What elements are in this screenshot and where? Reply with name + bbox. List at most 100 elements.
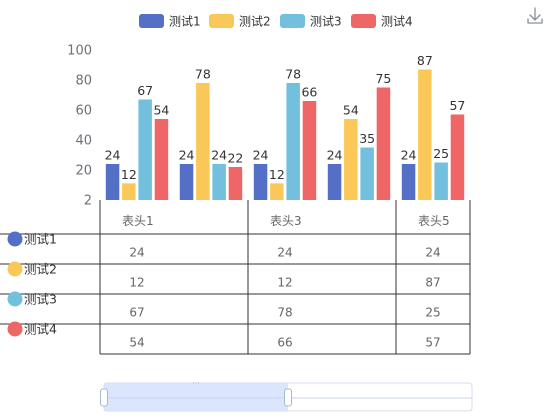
table-header: 表头1 xyxy=(122,214,154,228)
bar-value-label: 24 xyxy=(401,148,417,163)
table-cell: 24 xyxy=(129,246,144,260)
bar xyxy=(196,83,210,200)
bar xyxy=(105,164,120,200)
bar xyxy=(179,164,194,200)
y-tick-label: 2 xyxy=(84,194,92,209)
table-header: 表头3 xyxy=(270,214,302,228)
bar-value-label: 78 xyxy=(285,67,301,82)
table-cell: 66 xyxy=(277,336,292,350)
bar xyxy=(327,164,342,200)
row-marker xyxy=(7,261,23,277)
table-cell: 24 xyxy=(425,246,440,260)
bar-value-label: 24 xyxy=(105,148,121,163)
legend[interactable]: 测试1 测试2 测试3 测试4 xyxy=(139,14,413,29)
legend-label: 测试4 xyxy=(381,14,413,29)
bar xyxy=(450,114,465,200)
bar xyxy=(302,101,317,200)
bar xyxy=(344,119,358,200)
bar-value-label: 22 xyxy=(227,151,243,166)
data-zoom-slider[interactable]: ... xyxy=(100,377,473,412)
bar-value-label: 54 xyxy=(343,103,359,118)
table-cell: 57 xyxy=(425,336,440,350)
row-label: 测试2 xyxy=(24,262,57,277)
bar xyxy=(212,164,226,200)
table-cell: 24 xyxy=(277,246,292,260)
legend-item[interactable]: 测试2 xyxy=(209,14,271,29)
y-tick-label: 60 xyxy=(75,104,92,119)
bar-value-label: 54 xyxy=(153,103,169,118)
y-tick-label: 100 xyxy=(67,44,92,59)
bar-value-label: 24 xyxy=(179,148,195,163)
y-tick-label: 20 xyxy=(75,164,92,179)
table-cell: 12 xyxy=(129,276,144,290)
row-label: 测试3 xyxy=(24,292,57,307)
bar-value-label: 66 xyxy=(301,85,317,100)
legend-swatch xyxy=(351,14,376,28)
slider-move-handle[interactable]: ... xyxy=(192,377,200,386)
slider-window[interactable] xyxy=(104,383,288,411)
table-cell: 78 xyxy=(277,306,292,320)
table-header: 表头5 xyxy=(418,214,450,228)
y-tick-label: 80 xyxy=(75,74,92,89)
bar xyxy=(360,147,374,200)
download-icon[interactable] xyxy=(527,7,543,24)
bar xyxy=(253,164,268,200)
row-label: 测试1 xyxy=(24,232,57,247)
legend-swatch xyxy=(139,14,164,28)
bar-group: 24 87 25 57 xyxy=(401,53,465,200)
bar xyxy=(418,69,432,200)
bar-value-label: 87 xyxy=(417,53,433,68)
table-cell: 25 xyxy=(425,306,440,320)
table-row: 测试1 24 24 24 xyxy=(7,231,441,260)
legend-item[interactable]: 测试3 xyxy=(280,14,342,29)
bar xyxy=(286,83,300,200)
bar-value-label: 67 xyxy=(137,83,153,98)
slider-handle[interactable] xyxy=(100,388,108,407)
bar-value-label: 75 xyxy=(375,71,391,86)
y-tick-label: 40 xyxy=(75,134,92,149)
bar-value-label: 24 xyxy=(327,148,343,163)
bar-value-label: 78 xyxy=(195,67,211,82)
bar-value-label: 24 xyxy=(253,148,269,163)
bar-value-label: 12 xyxy=(121,167,137,182)
table-cell: 67 xyxy=(129,306,144,320)
table-row: 测试3 67 78 25 xyxy=(7,291,441,320)
table-row: 测试4 54 66 57 xyxy=(7,321,441,350)
bar-value-label: 57 xyxy=(449,98,465,113)
data-table: 表头1 表头3 表头5 测试1 24 24 24 测试2 12 12 87 测试3 67 78 25 测试4 5… xyxy=(0,200,471,355)
legend-swatch xyxy=(280,14,305,28)
row-label: 测试4 xyxy=(24,322,57,337)
bar xyxy=(376,87,391,200)
table-cell: 54 xyxy=(129,336,144,350)
y-axis: 2 20 40 60 80 100 xyxy=(67,44,92,209)
row-marker xyxy=(7,231,23,247)
row-marker xyxy=(7,321,23,337)
legend-item[interactable]: 测试4 xyxy=(351,14,413,29)
slider-handle[interactable] xyxy=(284,388,292,407)
legend-label: 测试3 xyxy=(310,14,342,29)
legend-label: 测试2 xyxy=(239,14,271,29)
table-cell: 12 xyxy=(277,276,292,290)
bar xyxy=(228,167,243,200)
row-marker xyxy=(7,291,23,307)
bar xyxy=(270,183,284,200)
bar-value-label: 25 xyxy=(433,146,449,161)
table-cell: 87 xyxy=(425,276,440,290)
bar xyxy=(154,119,169,200)
bar-value-label: 24 xyxy=(211,148,227,163)
bar-value-label: 35 xyxy=(359,131,375,146)
bar-value-label: 12 xyxy=(269,167,285,182)
legend-item[interactable]: 测试1 xyxy=(139,14,201,29)
toolbox[interactable] xyxy=(527,7,543,24)
bar xyxy=(434,162,448,200)
legend-label: 测试1 xyxy=(169,14,201,29)
legend-swatch xyxy=(209,14,234,28)
table-row: 测试2 12 12 87 xyxy=(7,261,441,290)
bar xyxy=(401,164,416,200)
